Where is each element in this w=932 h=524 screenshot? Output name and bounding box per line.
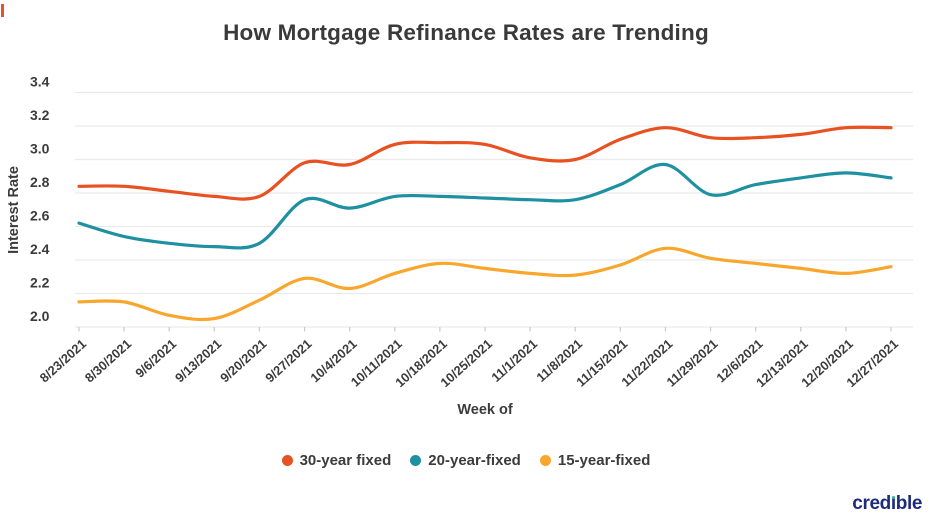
legend-label: 20-year-fixed [428, 451, 521, 469]
x-axis-title: Week of [457, 402, 513, 418]
y-tick-label: 3.4 [30, 74, 50, 90]
chart-legend: 30-year fixed 20-year-fixed 15-year-fixed [0, 447, 932, 473]
series-line-15-year-fixed [77, 246, 893, 322]
y-tick-label: 2.0 [30, 308, 50, 324]
y-tick-label: 2.6 [30, 208, 50, 224]
series-line-20-year-fixed [77, 162, 893, 250]
x-tick-label: 9/27/2021 [262, 336, 314, 385]
x-tick-label: 9/20/2021 [217, 336, 269, 385]
chart-title: How Mortgage Refinance Rates are Trendin… [223, 20, 709, 45]
credible-logo: credı ble [852, 493, 922, 514]
x-tick-label: 8/30/2021 [82, 336, 134, 385]
gridlines [75, 91, 913, 328]
legend-label: 15-year-fixed [557, 451, 651, 469]
legend-label: 30-year fixed [299, 451, 392, 469]
x-tick-label: 8/23/2021 [37, 336, 89, 385]
y-tick-labels: 3.4 3.2 3.0 2.8 2.6 2.4 2.2 2.0 [30, 74, 50, 325]
legend-item-20-year-fixed: 20-year-fixed [410, 452, 521, 469]
logo-i-dot [891, 496, 895, 499]
y-tick-label: 3.2 [30, 107, 50, 123]
legend-item-15-year-fixed: 15-year-fixed [539, 451, 651, 469]
legend-dot-icon [281, 454, 293, 466]
legend-dot-icon [410, 454, 422, 466]
x-tick-label: 11/1/2021 [488, 336, 540, 385]
y-axis-title: Interest Rate [6, 166, 22, 254]
y-tick-label: 2.8 [30, 174, 50, 190]
y-tick-label: 3.0 [30, 141, 50, 157]
x-tick-marks [78, 327, 892, 332]
x-tick-labels: 8/23/20218/30/20219/6/20219/13/20219/20/… [37, 336, 901, 390]
corner-artifact-mark [1, 4, 4, 17]
x-tick-label: 9/13/2021 [172, 336, 224, 385]
legend-item-30-year-fixed: 30-year fixed [281, 451, 392, 469]
y-tick-label: 2.4 [30, 241, 50, 257]
y-tick-label: 2.2 [30, 275, 50, 291]
series-line-30-year-fixed [77, 125, 893, 201]
legend-dot-icon [539, 454, 551, 466]
